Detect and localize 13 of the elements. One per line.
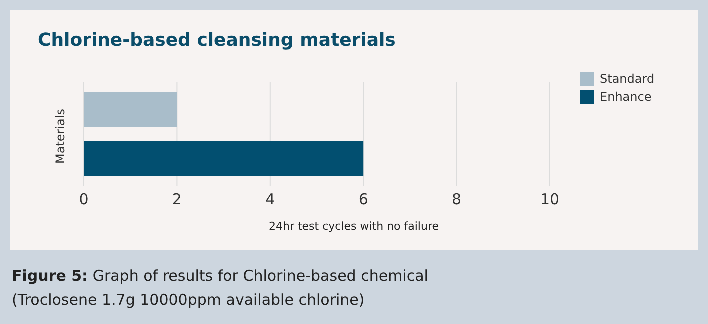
x-tick-label: 8 xyxy=(452,190,462,209)
x-tick-label: 4 xyxy=(266,190,276,209)
chart-title: Chlorine-based cleansing materials xyxy=(38,30,396,51)
legend-label: Standard xyxy=(600,72,655,86)
legend-label: Enhance xyxy=(600,90,652,104)
x-tick-label: 6 xyxy=(358,190,368,209)
x-axis-title: 24hr test cycles with no failure xyxy=(268,220,440,233)
text: (Troclosene 1.7g 10000ppm available chlorine) xyxy=(12,290,366,311)
x-tick-label: 0 xyxy=(79,190,89,209)
caption: Figure 5: Graph of results for Chlorine-based chemical xyxy=(12,266,428,287)
x-tick-label: 10 xyxy=(540,190,560,209)
y-axis-title: Materials xyxy=(53,108,68,164)
x-tick-label: 2 xyxy=(172,190,182,209)
